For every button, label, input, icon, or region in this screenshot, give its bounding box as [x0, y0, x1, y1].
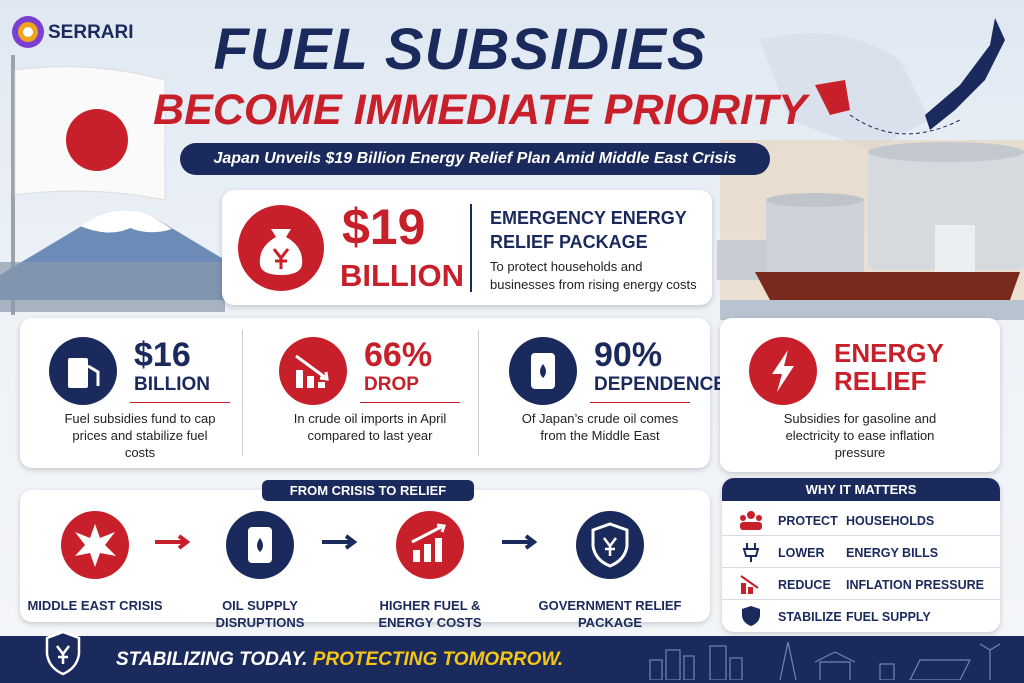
why-verb: STABILIZE: [778, 610, 842, 624]
flow-step-label: HIGHER FUEL & ENERGY COSTS: [378, 598, 482, 630]
money-bag-icon: [238, 205, 324, 291]
decline-icon: [740, 575, 759, 594]
why-object: INFLATION PRESSURE: [846, 578, 984, 592]
fuel-pump-icon: [49, 337, 117, 405]
brand-logo: [12, 16, 44, 48]
barrel-icon: [509, 337, 577, 405]
footer-slogan-part: PROTECTING TOMORROW.: [312, 649, 564, 670]
lightning-icon: [749, 337, 817, 405]
footer-slogan-part: STABILIZING TODAY.: [116, 649, 308, 670]
why-object: HOUSEHOLDS: [846, 514, 935, 528]
stat: 66% DROP In crude oil imports in April c…: [250, 318, 480, 468]
stat-value: 66%: [364, 336, 433, 374]
title-line-1: FUEL SUBSIDIES: [213, 17, 707, 82]
why-card: WHY IT MATTERS PROTECT HOUSEHOLDS LOWER EN…: [722, 478, 1000, 632]
stat: $16 BILLION Fuel subsidies fund to cap p…: [20, 318, 250, 468]
stat-unit: DEPENDENCE: [594, 374, 726, 395]
divider: [242, 330, 243, 456]
barrel-icon: [226, 511, 294, 579]
divider: [470, 204, 472, 292]
hero-text: To protect households and businesses fro…: [490, 259, 697, 292]
plug-icon: [742, 543, 760, 562]
stat: ENERGY RELIEF Subsidies for gasoline and…: [720, 318, 1000, 468]
stat-value: ENERGY: [834, 338, 944, 368]
shield-icon: [742, 606, 760, 626]
flow-step-label: MIDDLE EAST CRISIS: [27, 598, 163, 613]
skyline: [649, 641, 1001, 680]
divider: [478, 330, 479, 456]
flow-step: HIGHER FUEL & ENERGY COSTS: [355, 510, 505, 631]
shield-icon: [576, 511, 644, 579]
flow-step: OIL SUPPLY DISRUPTIONS: [185, 510, 335, 631]
why-row: STABILIZE FUEL SUPPLY: [722, 600, 1000, 632]
why-verb: PROTECT: [778, 514, 838, 528]
hero-heading: EMERGENCY ENERGY RELIEF PACKAGE: [490, 208, 687, 252]
stat-unit: BILLION: [134, 374, 210, 395]
stat: 90% DEPENDENCE Of Japan’s crude oil come…: [480, 318, 726, 468]
why-title: WHY IT MATTERS: [722, 478, 1000, 501]
stat-text: Of Japan’s crude oil comes from the Midd…: [521, 411, 679, 443]
flow-title: FROM CRISIS TO RELIEF: [262, 480, 474, 501]
decline-icon: [279, 337, 347, 405]
stat-text: Subsidies for gasoline and electricity t…: [783, 411, 937, 460]
flow-step-label: OIL SUPPLY DISRUPTIONS: [215, 598, 305, 630]
arrow: [502, 534, 538, 550]
stat-unit: DROP: [364, 374, 419, 395]
why-row: PROTECT HOUSEHOLDS: [722, 504, 1000, 536]
people-icon: [740, 511, 762, 530]
rising-chart-icon: [396, 511, 464, 579]
title-line-2: BECOME IMMEDIATE PRIORITY: [153, 86, 807, 134]
stat-value: $16: [134, 336, 191, 374]
hero-amount: $19: [342, 199, 426, 255]
stats-card: $16 BILLION Fuel subsidies fund to cap p…: [20, 318, 726, 468]
hero-card: $19 BILLION EMERGENCY ENERGY RELIEF PACK…: [222, 190, 712, 305]
flow-step-label: GOVERNMENT RELIEF PACKAGE: [538, 598, 682, 630]
stat-rule: [590, 402, 690, 403]
stat-unit: RELIEF: [834, 366, 927, 396]
explosion-icon: [61, 511, 129, 579]
shield-icon: [45, 630, 81, 676]
why-row: LOWER ENERGY BILLS: [722, 536, 1000, 568]
stat-text: In crude oil imports in April compared t…: [293, 411, 447, 443]
why-verb: REDUCE: [778, 578, 831, 592]
hero-unit: BILLION: [340, 258, 464, 293]
brand-name: SERRARI: [48, 22, 134, 43]
stat-value: 90%: [594, 336, 663, 374]
stat-rule: [130, 402, 230, 403]
footer-band: STABILIZING TODAY. PROTECTING TOMORROW.: [0, 630, 1024, 683]
flow-card: MIDDLE EAST CRISIS OIL SUPPLY DISRUPTION…: [20, 490, 710, 630]
subtitle: Japan Unveils $19 Billion Energy Relief …: [180, 143, 770, 175]
arrow: [155, 534, 191, 550]
flow-step: MIDDLE EAST CRISIS: [20, 510, 170, 614]
why-object: FUEL SUPPLY: [846, 610, 931, 624]
stat-rule: [360, 402, 460, 403]
why-object: ENERGY BILLS: [846, 546, 939, 560]
why-verb: LOWER: [778, 546, 825, 560]
flow-step: GOVERNMENT RELIEF PACKAGE: [535, 510, 685, 631]
stat-text: Fuel subsidies fund to cap prices and st…: [64, 411, 216, 460]
why-row: REDUCE INFLATION PRESSURE: [722, 568, 1000, 600]
arrow: [322, 534, 358, 550]
stat-card: ENERGY RELIEF Subsidies for gasoline and…: [720, 318, 1000, 472]
footer-slogan: STABILIZING TODAY. PROTECTING TOMORROW.: [116, 649, 563, 671]
